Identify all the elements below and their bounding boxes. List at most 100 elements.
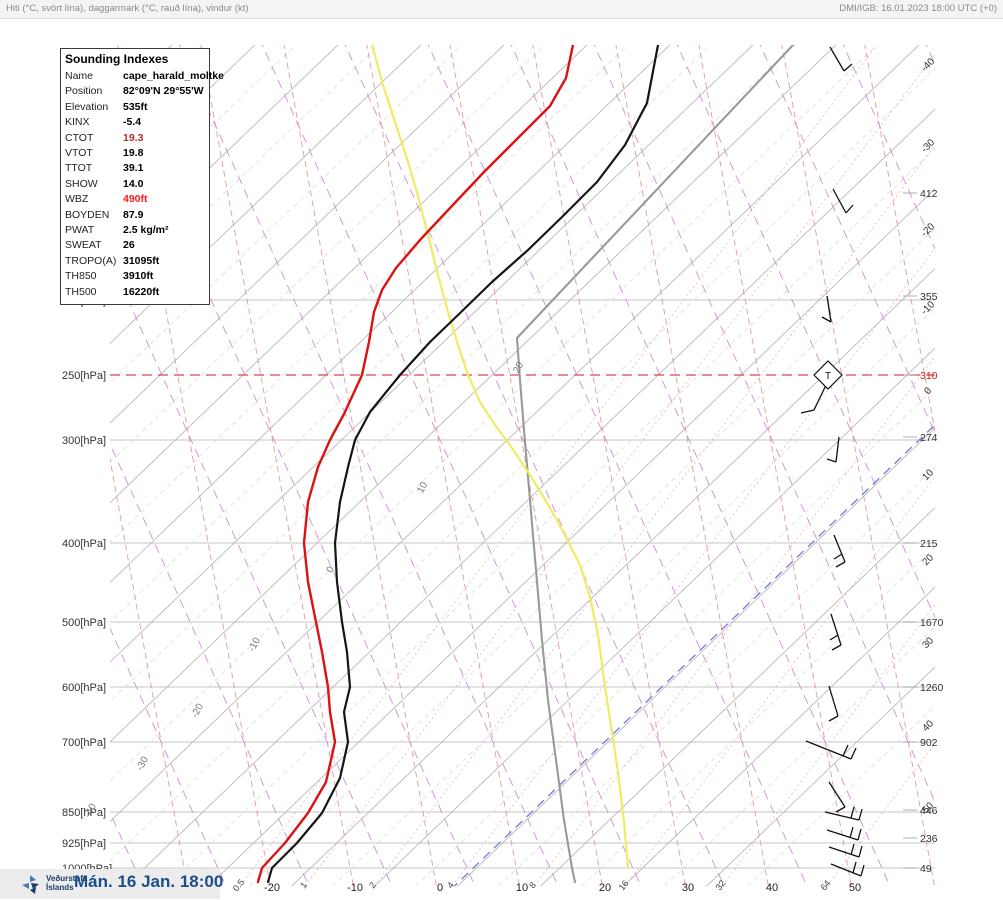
reference-curve: [515, 45, 795, 884]
svg-text:-10: -10: [247, 635, 264, 653]
index-row-label: SHOW: [65, 177, 98, 190]
index-row-value: 26: [123, 239, 135, 252]
sounding-index-title: Sounding Indexes: [65, 52, 169, 66]
valid-time-label: Mán. 16 Jan. 18:00: [74, 872, 224, 891]
index-row: PWAT 2.5 kg/m²: [65, 223, 205, 238]
svg-text:10: 10: [920, 467, 936, 483]
svg-text:850[hPa]: 850[hPa]: [62, 807, 106, 819]
index-row-label: TH500: [65, 285, 97, 298]
svg-text:0.5: 0.5: [231, 877, 247, 893]
index-row-label: TTOT: [65, 162, 93, 175]
svg-text:1670: 1670: [920, 617, 944, 629]
svg-text:600[hPa]: 600[hPa]: [62, 682, 106, 694]
isotherm-lines: [110, 45, 935, 886]
svg-text:2: 2: [367, 880, 378, 890]
svg-text:0: 0: [922, 385, 934, 397]
index-row: SWEAT 26: [65, 238, 205, 253]
grid-and-curves: [110, 45, 935, 886]
index-row: TH850 3910ft: [65, 269, 205, 284]
svg-text:-20: -20: [264, 882, 280, 894]
index-row: Name cape_harald_moltke: [65, 69, 224, 84]
svg-text:64: 64: [819, 878, 833, 892]
isobar-lines: [110, 299, 935, 869]
footer-bar: Veðurstofa Íslands Mán. 16 Jan. 18:00: [0, 869, 224, 899]
index-row: WBZ 490ft: [65, 192, 205, 207]
index-row-label: WBZ: [65, 193, 89, 206]
sounding-index-table: Name cape_harald_moltke Position 82°09'N 29…: [65, 69, 224, 300]
index-row: Position 82°09'N 29°55'W: [65, 84, 205, 99]
index-row-value: -5.4: [123, 116, 142, 129]
index-row-value: 3910ft: [123, 270, 154, 283]
index-row-label: PWAT: [65, 224, 95, 237]
svg-text:-30: -30: [135, 754, 152, 772]
svg-text:250[hPa]: 250[hPa]: [62, 370, 106, 382]
svg-text:274: 274: [920, 432, 938, 444]
svg-text:30: 30: [920, 635, 936, 651]
svg-text:49: 49: [920, 863, 932, 875]
index-row-label: VTOT: [65, 147, 93, 160]
index-row: TTOT 39.1: [65, 161, 205, 176]
header-bar: Hiti (°C, svört lína), daggarmark (°C, r…: [0, 0, 1003, 19]
svg-text:1: 1: [298, 880, 309, 890]
index-row-value: 31095ft: [123, 254, 160, 267]
logo-line-2: Íslands: [46, 883, 74, 892]
axis-labels: 200[hPa]250[hPa]300[hPa]400[hPa]500[hPa]…: [62, 56, 944, 894]
index-row-value: 535ft: [123, 100, 148, 113]
index-row: SHOW 14.0: [65, 177, 205, 192]
svg-text:0: 0: [437, 882, 443, 894]
moist-adiabat-lines: [110, 45, 935, 886]
dry-adiabat-lines: [110, 45, 935, 886]
svg-text:10: 10: [516, 882, 528, 894]
index-row-value: 14.0: [123, 177, 144, 190]
index-row: TH500 16220ft: [65, 285, 205, 300]
index-row: Elevation 535ft: [65, 100, 205, 115]
svg-text:20: 20: [599, 882, 611, 894]
sounding-index-panel: Sounding Indexes Name cape_harald_moltke P…: [60, 48, 224, 306]
index-row-value: cape_harald_moltke: [123, 70, 224, 82]
index-row-label: Elevation: [65, 100, 109, 113]
parcel-curve: [370, 45, 630, 870]
header-legend-label: Hiti (°C, svört lína), daggarmark (°C, r…: [6, 3, 249, 14]
svg-text:925[hPa]: 925[hPa]: [62, 838, 106, 850]
svg-text:0: 0: [325, 564, 338, 574]
svg-text:400[hPa]: 400[hPa]: [62, 538, 106, 550]
svg-text:1260: 1260: [920, 682, 944, 694]
temperature-curve: [266, 45, 660, 884]
svg-text:-10: -10: [347, 882, 363, 894]
svg-text:-20: -20: [190, 701, 207, 719]
logo-line-1: Veðurstofa: [46, 874, 88, 883]
index-row-label: SWEAT: [65, 239, 102, 252]
svg-text:30: 30: [682, 882, 694, 894]
met-office-logo-icon: [22, 875, 39, 894]
svg-text:215: 215: [920, 538, 938, 550]
index-row-value: 82°09'N 29°55'W: [123, 85, 204, 98]
svg-text:-30: -30: [919, 137, 937, 155]
index-row-label: Position: [65, 85, 103, 98]
svg-text:412: 412: [920, 188, 938, 200]
svg-text:50: 50: [849, 882, 861, 894]
index-row: BOYDEN 87.9: [65, 208, 205, 223]
svg-text:355: 355: [920, 291, 938, 303]
svg-text:300[hPa]: 300[hPa]: [62, 435, 106, 447]
svg-text:4: 4: [445, 880, 456, 890]
svg-text:10: 10: [415, 480, 430, 495]
svg-text:40: 40: [766, 882, 778, 894]
svg-text:500[hPa]: 500[hPa]: [62, 617, 106, 629]
index-row-value: 16220ft: [123, 285, 160, 298]
index-row-value: 19.3: [123, 131, 144, 144]
svg-text:902: 902: [920, 737, 938, 749]
svg-text:T: T: [825, 371, 831, 382]
svg-text:20: 20: [511, 360, 526, 375]
index-row: CTOT 19.3: [65, 131, 205, 146]
index-row: TROPO(A) 31095ft: [65, 254, 205, 269]
index-row-label: BOYDEN: [65, 208, 110, 221]
index-row: VTOT 19.8: [65, 146, 205, 161]
index-row: KINX -5.4: [65, 115, 205, 130]
index-row-value: 490ft: [123, 193, 148, 206]
index-row-label: Name: [65, 70, 94, 82]
header-model-run-label: DMI/IGB: 16.01.2023 18:00 UTC (+0): [839, 3, 997, 14]
index-row-value: 2.5 kg/m²: [123, 224, 169, 237]
svg-text:700[hPa]: 700[hPa]: [62, 737, 106, 749]
index-row-value: 39.1: [123, 162, 144, 175]
